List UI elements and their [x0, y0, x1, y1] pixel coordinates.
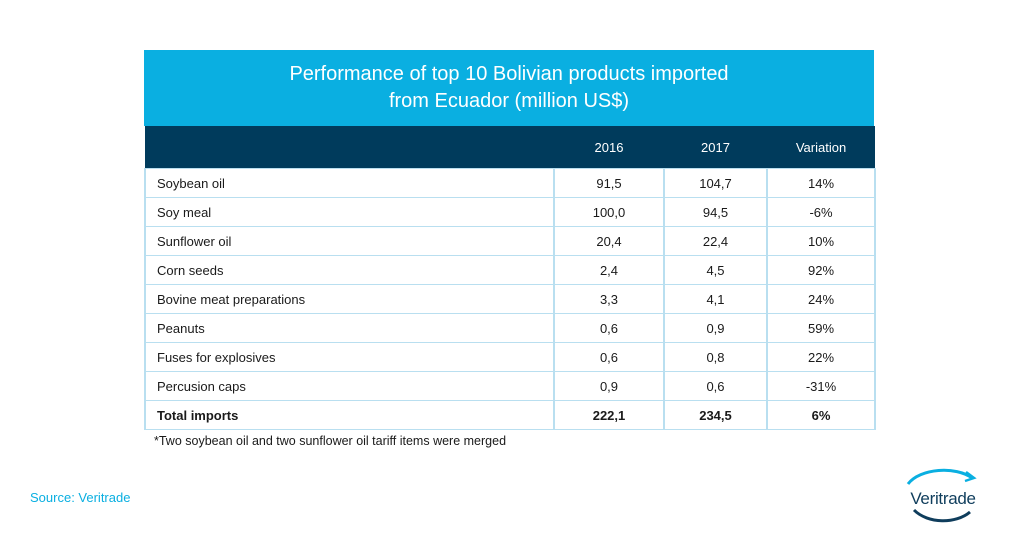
total-row: Total imports 222,1 234,5 6%	[144, 400, 876, 430]
table-row: Sunflower oil 20,4 22,4 10%	[144, 226, 876, 256]
source-label: Source: Veritrade	[30, 490, 131, 505]
total-2017: 234,5	[663, 400, 768, 430]
table-row: Soybean oil 91,5 104,7 14%	[144, 168, 876, 198]
cell-product: Corn seeds	[144, 255, 555, 285]
cell-product: Bovine meat preparations	[144, 284, 555, 314]
cell-product: Fuses for explosives	[144, 342, 555, 372]
cell-2017: 0,8	[663, 342, 768, 372]
table-title: Performance of top 10 Bolivian products …	[144, 50, 874, 126]
header-variation: Variation	[767, 126, 875, 169]
table-row: Peanuts 0,6 0,9 59%	[144, 313, 876, 343]
logo-wordmark: Veritrade	[910, 489, 976, 508]
cell-2016: 2,4	[553, 255, 665, 285]
cell-2016: 0,9	[553, 371, 665, 401]
footnote: *Two soybean oil and two sunflower oil t…	[154, 434, 507, 448]
header-product	[145, 126, 554, 169]
cell-2016: 3,3	[553, 284, 665, 314]
header-2016: 2016	[554, 126, 664, 169]
total-label: Total imports	[144, 400, 555, 430]
cell-2016: 0,6	[553, 313, 665, 343]
header-row: 2016 2017 Variation	[145, 126, 875, 169]
cell-2017: 0,6	[663, 371, 768, 401]
total-2016: 222,1	[553, 400, 665, 430]
table-title-line-2: from Ecuador (million US$)	[388, 90, 630, 112]
cell-2017: 104,7	[663, 168, 768, 198]
table-title-line-1: Performance of top 10 Bolivian products …	[289, 63, 729, 85]
cell-2016: 91,5	[553, 168, 665, 198]
cell-product: Peanuts	[144, 313, 555, 343]
veritrade-logo: Veritrade	[898, 466, 988, 524]
cell-2016: 20,4	[553, 226, 665, 256]
header-2017: 2017	[664, 126, 767, 169]
cell-2017: 94,5	[663, 197, 768, 227]
cell-2016: 0,6	[553, 342, 665, 372]
cell-product: Percusion caps	[144, 371, 555, 401]
veritrade-arc-logo-icon	[906, 468, 977, 523]
table-row: Fuses for explosives 0,6 0,8 22%	[144, 342, 876, 372]
cell-2017: 4,1	[663, 284, 768, 314]
cell-variation: -6%	[766, 197, 876, 227]
cell-2016: 100,0	[553, 197, 665, 227]
cell-variation: 24%	[766, 284, 876, 314]
cell-variation: 92%	[766, 255, 876, 285]
cell-variation: 10%	[766, 226, 876, 256]
cell-2017: 0,9	[663, 313, 768, 343]
cell-product: Soy meal	[144, 197, 555, 227]
cell-2017: 22,4	[663, 226, 768, 256]
cell-variation: 14%	[766, 168, 876, 198]
imports-table: 2016 2017 Variation Soybean oil 91,5 104…	[144, 126, 876, 430]
table-row: Bovine meat preparations 3,3 4,1 24%	[144, 284, 876, 314]
table-row: Corn seeds 2,4 4,5 92%	[144, 255, 876, 285]
cell-variation: 59%	[766, 313, 876, 343]
cell-2017: 4,5	[663, 255, 768, 285]
table-row: Percusion caps 0,9 0,6 -31%	[144, 371, 876, 401]
cell-product: Soybean oil	[144, 168, 555, 198]
cell-product: Sunflower oil	[144, 226, 555, 256]
cell-variation: -31%	[766, 371, 876, 401]
cell-variation: 22%	[766, 342, 876, 372]
table-row: Soy meal 100,0 94,5 -6%	[144, 197, 876, 227]
total-variation: 6%	[766, 400, 876, 430]
